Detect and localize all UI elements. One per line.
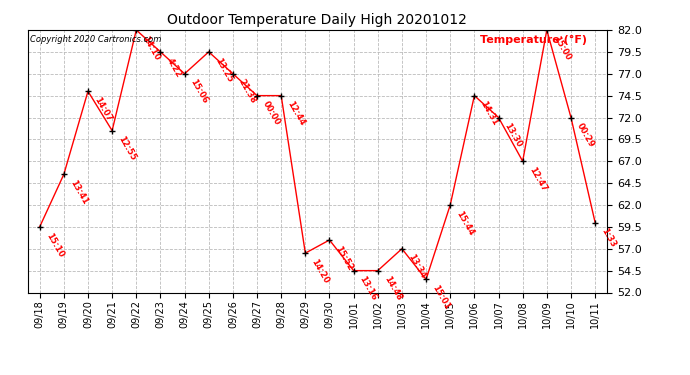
Text: 13:30: 13:30 [503, 122, 524, 149]
Text: 15:06: 15:06 [189, 78, 210, 106]
Text: 14:07: 14:07 [92, 95, 113, 123]
Text: 00:29: 00:29 [575, 122, 596, 149]
Text: 12:44: 12:44 [286, 100, 306, 128]
Title: Outdoor Temperature Daily High 20201012: Outdoor Temperature Daily High 20201012 [168, 13, 467, 27]
Text: 4:22: 4:22 [165, 56, 183, 79]
Text: 13:16: 13:16 [358, 275, 379, 303]
Text: 14:48: 14:48 [382, 275, 403, 303]
Text: Copyright 2020 Cartronics.com: Copyright 2020 Cartronics.com [30, 35, 162, 44]
Text: 13:41: 13:41 [68, 178, 89, 206]
Text: 15:52: 15:52 [334, 244, 355, 272]
Text: 1:33: 1:33 [600, 226, 618, 249]
Text: 15:10: 15:10 [44, 231, 65, 259]
Text: 12:55: 12:55 [117, 135, 137, 163]
Text: 13:34: 13:34 [406, 253, 427, 280]
Text: 00:00: 00:00 [262, 100, 282, 127]
Text: 12:47: 12:47 [527, 165, 548, 193]
Text: 14:20: 14:20 [310, 257, 331, 285]
Text: Temperature (°F): Temperature (°F) [480, 35, 586, 45]
Text: 14:10: 14:10 [141, 34, 161, 62]
Text: 21:38: 21:38 [237, 78, 258, 105]
Text: 15:01: 15:01 [431, 284, 451, 311]
Text: 15:00: 15:00 [551, 34, 572, 62]
Text: 13:25: 13:25 [213, 56, 234, 84]
Text: 15:44: 15:44 [455, 209, 475, 237]
Text: 14:31: 14:31 [479, 100, 500, 128]
